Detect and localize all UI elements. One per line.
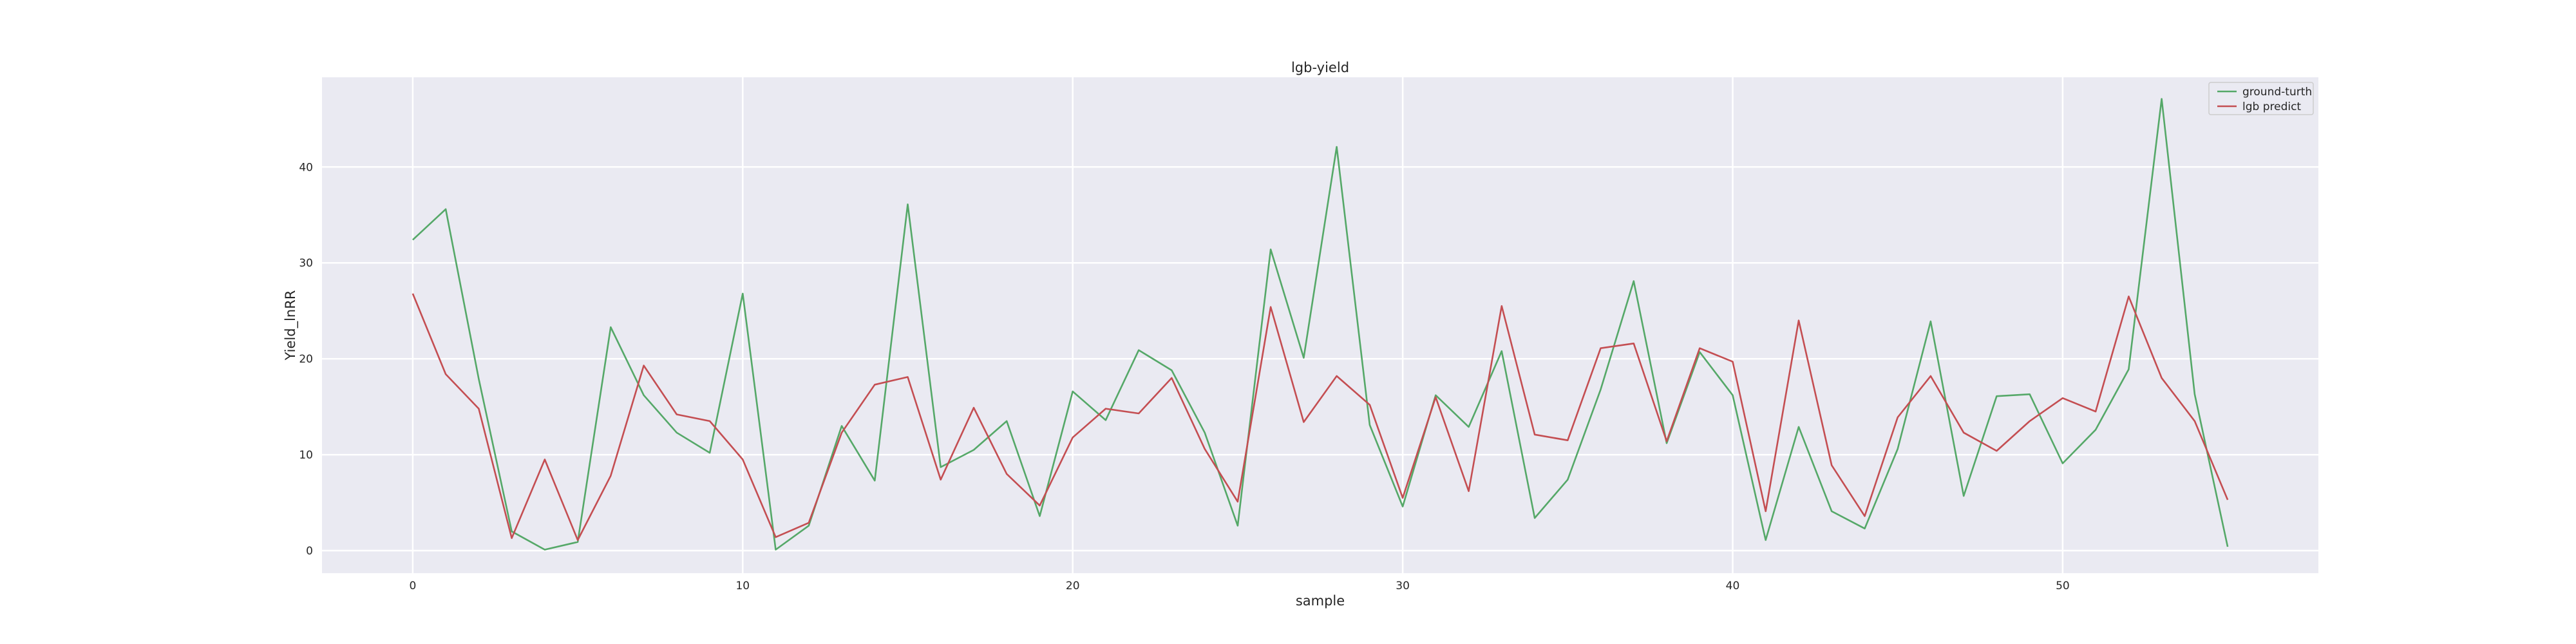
y-tick-label-0: 0: [306, 545, 313, 558]
y-axis-label: Yield_lnRR: [283, 290, 299, 361]
series-line-lgb-predict: [412, 293, 2229, 541]
x-tick-label-0: 0: [409, 580, 416, 592]
x-tick-label-30: 30: [1396, 580, 1410, 592]
x-tick-label-10: 10: [735, 580, 750, 592]
x-tick-label-40: 40: [1726, 580, 1740, 592]
legend-label-lgb-predict: lgb predict: [2242, 100, 2301, 113]
x-axis-ticks: 0 10 20 30 40 50: [409, 580, 2069, 592]
legend-label-ground-turth: ground-turth: [2242, 86, 2312, 99]
gridlines: [322, 77, 2318, 573]
x-axis-label: sample: [1296, 593, 1345, 609]
y-tick-label-20: 20: [299, 353, 313, 366]
y-tick-label-40: 40: [299, 161, 313, 174]
series-lines: [412, 98, 2229, 551]
chart-title: lgb-yield: [1291, 60, 1349, 75]
x-tick-label-20: 20: [1066, 580, 1080, 592]
y-axis-ticks: 0 10 20 30 40: [299, 161, 313, 558]
legend: ground-turth lgb predict: [2208, 82, 2314, 115]
y-tick-label-10: 10: [299, 449, 313, 462]
x-tick-label-50: 50: [2056, 580, 2070, 592]
y-tick-label-30: 30: [299, 257, 313, 270]
plot-area: [322, 77, 2318, 573]
